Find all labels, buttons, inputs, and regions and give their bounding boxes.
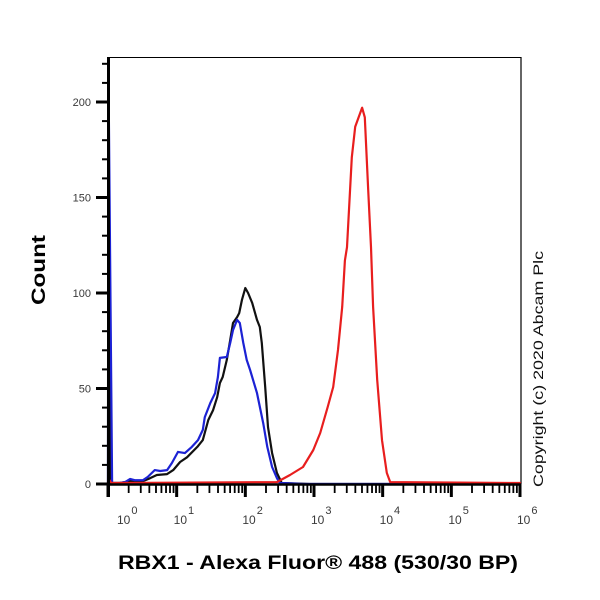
x-tick-base: 10: [242, 513, 256, 527]
x-tick-exponent: 0: [131, 505, 137, 517]
x-axis-title: RBX1 - Alexa Fluor® 488 (530/30 BP): [118, 553, 518, 574]
y-tick-label: 200: [73, 97, 91, 109]
histogram-series: [106, 74, 522, 486]
x-tick-label: 104: [380, 505, 400, 527]
x-tick-base: 10: [174, 513, 188, 527]
series-line-black-trace: [106, 74, 522, 486]
x-tick-base: 10: [311, 513, 325, 527]
x-tick-label: 106: [517, 505, 537, 527]
x-tick-exponent: 6: [531, 505, 537, 517]
y-tick-label: 50: [79, 384, 91, 396]
x-tick-exponent: 1: [188, 505, 194, 517]
x-tick-label: 101: [174, 505, 194, 527]
x-tick-exponent: 2: [257, 505, 263, 517]
copyright-notice: Copyright (c) 2020 Abcam Plc: [530, 251, 546, 487]
y-ticks: 0 50 100 150 200: [73, 62, 108, 491]
y-tick-label: 100: [73, 288, 91, 300]
series-line-blue-trace: [106, 74, 522, 486]
x-tick-label: 102: [242, 505, 262, 527]
y-tick-label: 0: [85, 479, 91, 491]
x-tick-base: 10: [117, 513, 131, 527]
x-tick-label: 103: [311, 505, 331, 527]
x-tick-exponent: 3: [325, 505, 331, 517]
x-tick-exponent: 5: [463, 505, 469, 517]
y-tick-label: 150: [73, 193, 91, 205]
x-tick-label: 100: [117, 505, 137, 527]
x-tick-exponent: 4: [394, 505, 400, 517]
y-axis-title: Count: [29, 234, 50, 305]
x-tick-label: 105: [448, 505, 468, 527]
x-tick-base: 10: [380, 513, 394, 527]
series-line-red-trace: [106, 106, 522, 485]
x-tick-base: 10: [448, 513, 462, 527]
x-tick-base: 10: [517, 513, 531, 527]
